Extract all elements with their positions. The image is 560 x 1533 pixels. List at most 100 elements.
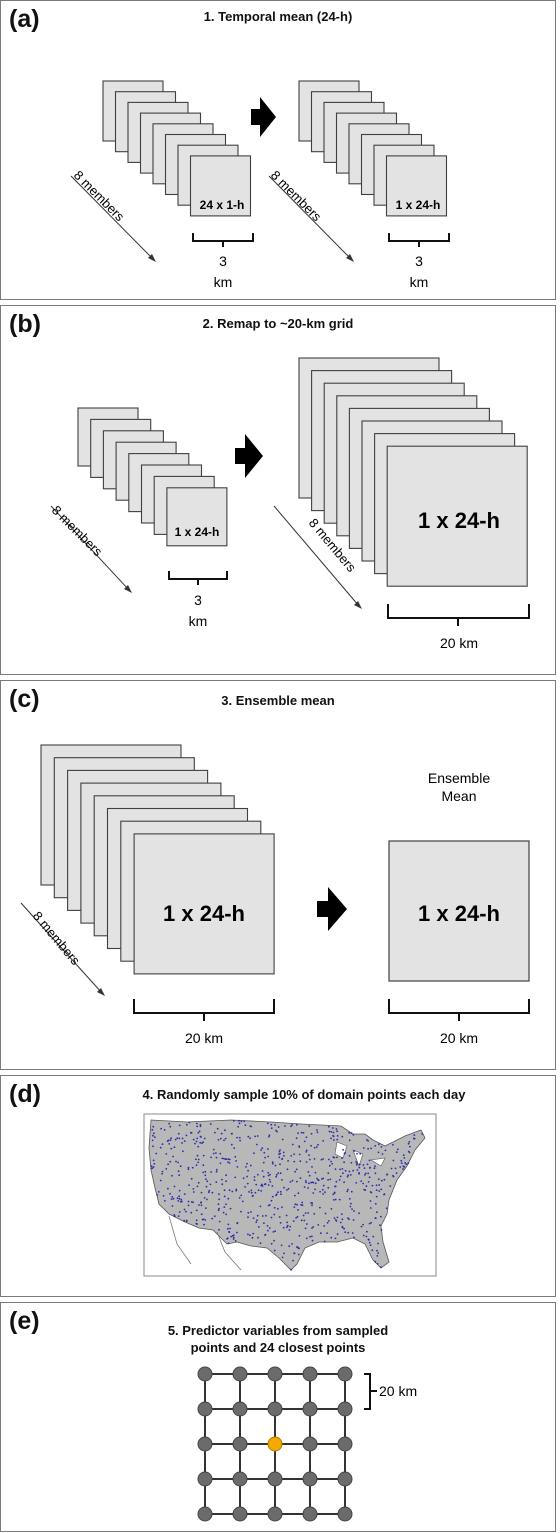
sample-point bbox=[347, 1231, 350, 1234]
panel-title: 2. Remap to ~20-km grid bbox=[202, 316, 354, 331]
sample-point bbox=[352, 1219, 355, 1221]
sample-point bbox=[311, 1204, 313, 1207]
sample-point bbox=[327, 1179, 329, 1181]
sample-point bbox=[369, 1200, 372, 1202]
sample-point bbox=[205, 1185, 208, 1188]
sample-point bbox=[307, 1171, 310, 1173]
sample-point bbox=[370, 1221, 372, 1224]
sample-point bbox=[209, 1183, 212, 1186]
sample-point bbox=[341, 1218, 344, 1221]
sample-point bbox=[270, 1123, 273, 1126]
sample-point bbox=[215, 1152, 217, 1154]
sample-point bbox=[192, 1138, 195, 1141]
sample-point bbox=[366, 1163, 369, 1166]
sample-point bbox=[350, 1202, 352, 1205]
panel-title: 4. Randomly sample 10% of domain points … bbox=[142, 1087, 466, 1102]
sample-point bbox=[383, 1178, 386, 1181]
sample-point bbox=[368, 1241, 371, 1244]
sample-point bbox=[330, 1137, 332, 1140]
sample-point bbox=[286, 1221, 288, 1224]
sample-point bbox=[151, 1167, 154, 1169]
sample-point bbox=[316, 1131, 319, 1134]
sample-point bbox=[376, 1211, 378, 1214]
sample-point bbox=[359, 1152, 362, 1155]
scale-unit: km bbox=[214, 274, 233, 290]
sample-point bbox=[378, 1184, 381, 1186]
sample-point bbox=[328, 1158, 330, 1161]
sample-point bbox=[297, 1132, 299, 1134]
sample-point bbox=[279, 1149, 281, 1151]
sample-point bbox=[277, 1207, 279, 1210]
sample-point bbox=[402, 1165, 405, 1167]
sample-point bbox=[267, 1174, 270, 1177]
sample-point bbox=[195, 1219, 198, 1222]
sample-point bbox=[181, 1137, 184, 1140]
sample-point bbox=[323, 1225, 326, 1227]
sample-point bbox=[235, 1188, 238, 1191]
sample-point bbox=[328, 1130, 331, 1133]
sample-point bbox=[212, 1152, 215, 1155]
sample-point bbox=[304, 1227, 307, 1230]
sample-point bbox=[239, 1139, 242, 1142]
sample-point bbox=[297, 1192, 300, 1195]
sample-point bbox=[281, 1179, 283, 1181]
sample-point bbox=[313, 1213, 316, 1215]
sample-point bbox=[200, 1204, 203, 1207]
member-frame bbox=[385, 155, 448, 217]
sample-point bbox=[244, 1186, 247, 1188]
sample-point bbox=[286, 1226, 288, 1229]
sample-point bbox=[376, 1255, 379, 1257]
sample-point bbox=[177, 1161, 180, 1164]
scale-bracket bbox=[388, 999, 530, 1021]
sample-point bbox=[233, 1147, 236, 1149]
sample-point bbox=[223, 1206, 226, 1208]
sample-point bbox=[377, 1252, 380, 1254]
sample-point bbox=[217, 1139, 220, 1141]
scale-unit: km bbox=[189, 613, 208, 629]
sample-point bbox=[365, 1235, 368, 1238]
sample-point bbox=[381, 1153, 384, 1155]
sample-point bbox=[305, 1181, 307, 1184]
grid-node bbox=[232, 1506, 248, 1522]
sample-point bbox=[173, 1146, 176, 1149]
sample-point bbox=[356, 1162, 358, 1165]
sample-point bbox=[268, 1227, 271, 1229]
sample-point bbox=[182, 1150, 184, 1153]
sample-point bbox=[218, 1198, 221, 1201]
sample-point bbox=[342, 1172, 344, 1175]
sample-point bbox=[311, 1202, 314, 1205]
diagonal-arrow-line bbox=[273, 505, 360, 607]
sample-point bbox=[210, 1156, 213, 1159]
sample-point bbox=[206, 1198, 208, 1201]
sample-point bbox=[185, 1210, 187, 1213]
sample-point bbox=[275, 1173, 278, 1176]
sample-point bbox=[202, 1154, 205, 1157]
sample-point bbox=[201, 1142, 203, 1145]
scale-number: 3 bbox=[219, 253, 227, 269]
sample-point bbox=[295, 1168, 298, 1171]
sample-point bbox=[176, 1137, 179, 1140]
sample-point bbox=[348, 1154, 351, 1157]
sample-point bbox=[274, 1164, 277, 1167]
grid-node bbox=[232, 1366, 248, 1382]
sample-point bbox=[352, 1134, 355, 1136]
scale-number: 3 bbox=[415, 253, 423, 269]
sample-point bbox=[204, 1174, 207, 1177]
sample-point bbox=[332, 1131, 335, 1134]
sample-point bbox=[287, 1160, 289, 1162]
panel-d: (d) 4. Randomly sample 10% of domain poi… bbox=[0, 1075, 556, 1297]
stack-label: 24 x 1-h bbox=[200, 198, 245, 212]
sample-point bbox=[291, 1179, 294, 1182]
sample-point bbox=[308, 1154, 310, 1156]
panel-d-diagram bbox=[143, 1113, 437, 1277]
sample-point bbox=[322, 1140, 325, 1142]
panel-a-diagram: 24 x 1-h 8 members 3 km 1 x 24-h 8 membe… bbox=[70, 80, 450, 290]
sample-point bbox=[177, 1170, 180, 1173]
sample-point bbox=[249, 1125, 252, 1127]
sample-point bbox=[369, 1166, 371, 1169]
sample-point bbox=[171, 1196, 174, 1198]
sample-point bbox=[187, 1204, 190, 1207]
sample-point bbox=[297, 1253, 300, 1256]
sample-point bbox=[279, 1222, 282, 1224]
sample-point bbox=[244, 1124, 247, 1127]
